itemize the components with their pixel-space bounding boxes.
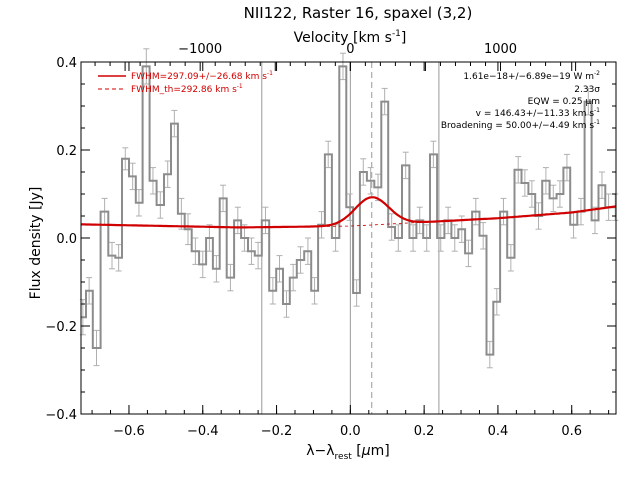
- x-tick-label: −0.2: [261, 424, 293, 439]
- legend-label-fwhm: FWHM=297.09+/−26.68 km s-1: [131, 70, 273, 82]
- plot-area: [79, 48, 619, 414]
- annotation-sigma: 2.33σ: [574, 85, 600, 95]
- x-axis-label: λ−λrest [μm]: [306, 443, 390, 462]
- x-tick-label: 0.2: [414, 424, 435, 439]
- annotation-velocity: v = 146.43+/−11.33 km s-1: [476, 107, 601, 119]
- y-tick-label: 0.4: [56, 56, 77, 71]
- y-tick-label: −0.2: [45, 320, 77, 335]
- annotation-eqw: EQW = 0.25 μm: [528, 97, 600, 107]
- top-tick-label: 0: [346, 42, 354, 57]
- x-tick-label: −0.6: [113, 424, 145, 439]
- annotation-broadening: Broadening = 50.00+/−4.49 km s-1: [441, 119, 600, 131]
- top-tick-label: −1000: [178, 42, 222, 57]
- annotation-flux: 1.61e−18+/−6.89e−19 W m-2: [463, 70, 600, 82]
- top-tick-label: 1000: [484, 42, 517, 57]
- legend: FWHM=297.09+/−26.68 km s-1 FWHM_th=292.8…: [98, 70, 273, 95]
- axis-ticks: −0.6 −0.4 −0.2 0.0 0.2 0.4 0.6 −0.4 −0.2 0.0 0.2 0.…: [45, 42, 616, 439]
- y-tick-label: −0.4: [45, 408, 77, 423]
- x-tick-label: −0.4: [187, 424, 219, 439]
- x-tick-label: 0.6: [561, 424, 582, 439]
- legend-label-fwhm-th: FWHM_th=292.86 km s-1: [131, 83, 243, 95]
- y-tick-label: 0.0: [56, 232, 77, 247]
- plot-frame: [80, 61, 617, 415]
- y-axis-label: Flux density [Jy]: [28, 187, 44, 300]
- fit-annotations: 1.61e−18+/−6.89e−19 W m-2 2.33σ EQW = 0.…: [441, 70, 600, 131]
- top-axis-label: Velocity [km s-1]: [294, 29, 407, 46]
- y-tick-label: 0.2: [56, 144, 77, 159]
- chart-title: NII122, Raster 16, spaxel (3,2): [244, 4, 473, 22]
- x-tick-label: 0.4: [488, 424, 509, 439]
- spectrum-series: [81, 65, 616, 356]
- x-tick-label: 0.0: [340, 424, 361, 439]
- fit-baseline: [80, 205, 617, 228]
